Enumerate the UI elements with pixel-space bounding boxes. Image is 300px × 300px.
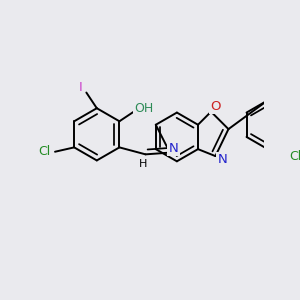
- Text: O: O: [210, 100, 221, 113]
- Text: Cl: Cl: [290, 150, 300, 163]
- Text: H: H: [139, 159, 147, 169]
- Text: N: N: [218, 153, 227, 166]
- Text: Cl: Cl: [38, 145, 51, 158]
- Text: I: I: [78, 81, 82, 94]
- Text: OH: OH: [134, 102, 153, 115]
- Text: N: N: [169, 142, 178, 155]
